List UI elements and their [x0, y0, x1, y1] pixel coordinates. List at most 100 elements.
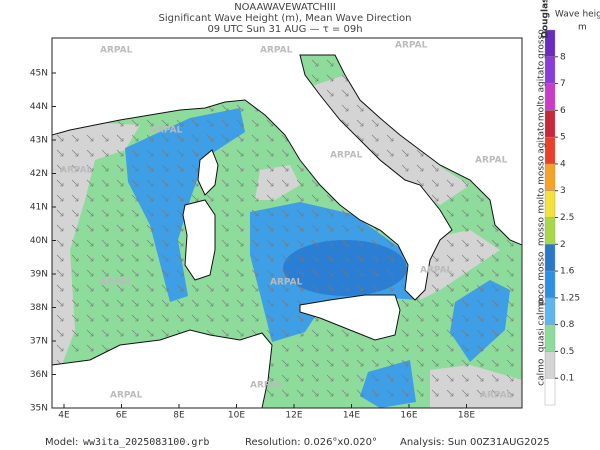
- direction-arrow: [221, 194, 229, 202]
- subtitle: Significant Wave Height (m), Mean Wave D…: [159, 13, 412, 24]
- direction-arrow: [311, 344, 319, 352]
- direction-arrow: [221, 104, 229, 112]
- direction-arrow: [506, 269, 514, 277]
- direction-arrow: [341, 209, 349, 217]
- direction-arrow: [71, 284, 79, 292]
- direction-arrow: [326, 329, 334, 337]
- direction-arrow: [386, 389, 394, 397]
- direction-arrow: [176, 224, 184, 232]
- direction-arrow: [176, 299, 184, 307]
- colorbar-segment: [544, 324, 556, 352]
- direction-arrow: [281, 239, 289, 247]
- colorbar-segment: [544, 136, 556, 165]
- direction-arrow: [461, 239, 469, 247]
- direction-arrow: [416, 374, 424, 382]
- direction-arrow: [71, 164, 79, 172]
- lat-label: 37N: [30, 337, 48, 347]
- direction-arrow: [356, 389, 364, 397]
- direction-arrow: [326, 239, 334, 247]
- direction-arrow: [386, 284, 394, 292]
- direction-arrow: [146, 269, 154, 277]
- direction-arrow: [221, 239, 229, 247]
- direction-arrow: [386, 374, 394, 382]
- direction-arrow: [221, 299, 229, 307]
- colorbar-segment: [544, 56, 556, 84]
- direction-arrow: [116, 164, 124, 172]
- direction-arrow: [101, 209, 109, 217]
- direction-arrow: [146, 194, 154, 202]
- direction-arrow: [446, 239, 454, 247]
- lat-label: 38N: [30, 303, 48, 313]
- direction-arrow: [296, 359, 304, 367]
- direction-arrow: [176, 164, 184, 172]
- direction-arrow: [191, 299, 199, 307]
- direction-arrow: [116, 254, 124, 262]
- direction-arrow: [266, 314, 274, 322]
- direction-arrow: [296, 209, 304, 217]
- direction-arrow: [281, 299, 289, 307]
- direction-arrow: [236, 194, 244, 202]
- direction-arrow: [476, 239, 484, 247]
- direction-arrow: [311, 329, 319, 337]
- direction-arrow: [206, 284, 214, 292]
- direction-arrow: [116, 209, 124, 217]
- direction-arrow: [176, 239, 184, 247]
- direction-arrow: [311, 254, 319, 262]
- direction-arrow: [131, 239, 139, 247]
- direction-arrow: [251, 134, 259, 142]
- direction-arrow: [56, 329, 64, 337]
- direction-arrow: [326, 74, 334, 82]
- direction-arrow: [206, 314, 214, 322]
- scale-title: Douglas: [541, 0, 551, 39]
- direction-arrow: [221, 119, 229, 127]
- direction-arrow: [431, 164, 439, 172]
- direction-arrow: [491, 329, 499, 337]
- direction-arrow: [131, 284, 139, 292]
- direction-arrow: [161, 254, 169, 262]
- lon-label: 16E: [400, 411, 417, 421]
- direction-arrow: [506, 389, 514, 397]
- direction-arrow: [191, 314, 199, 322]
- direction-arrow: [356, 284, 364, 292]
- direction-arrow: [176, 284, 184, 292]
- direction-arrow: [161, 194, 169, 202]
- direction-arrow: [131, 314, 139, 322]
- direction-arrow: [146, 284, 154, 292]
- direction-arrow: [161, 224, 169, 232]
- colorbar-segment: [544, 378, 556, 406]
- direction-arrow: [326, 89, 334, 97]
- direction-arrow: [221, 314, 229, 322]
- direction-arrow: [236, 164, 244, 172]
- watermark: ARPAL: [250, 381, 283, 391]
- direction-arrow: [191, 194, 199, 202]
- direction-arrow: [326, 224, 334, 232]
- direction-arrow: [146, 149, 154, 157]
- lon-label: 6E: [116, 411, 128, 421]
- direction-arrow: [281, 209, 289, 217]
- direction-arrow: [266, 134, 274, 142]
- direction-arrow: [131, 224, 139, 232]
- direction-arrow: [116, 224, 124, 232]
- direction-arrow: [146, 209, 154, 217]
- watermark: ARPAL: [420, 266, 453, 276]
- direction-arrow: [191, 134, 199, 142]
- watermark: ARPAL: [330, 151, 363, 161]
- direction-arrow: [476, 314, 484, 322]
- land-africa: [52, 329, 273, 408]
- direction-arrow: [431, 359, 439, 367]
- direction-arrow: [71, 314, 79, 322]
- direction-arrow: [491, 344, 499, 352]
- colorbar-segment: [544, 351, 556, 379]
- direction-arrow: [101, 269, 109, 277]
- colorbar-label: 2: [560, 240, 566, 250]
- direction-arrow: [341, 224, 349, 232]
- direction-arrow: [431, 254, 439, 262]
- direction-arrow: [176, 149, 184, 157]
- lon-label: 8E: [173, 411, 185, 421]
- direction-arrow: [416, 164, 424, 172]
- direction-arrow: [161, 164, 169, 172]
- direction-arrow: [146, 329, 154, 337]
- sea-state: grosso: [537, 29, 547, 59]
- colorbar-segment: [544, 163, 556, 191]
- direction-arrow: [431, 344, 439, 352]
